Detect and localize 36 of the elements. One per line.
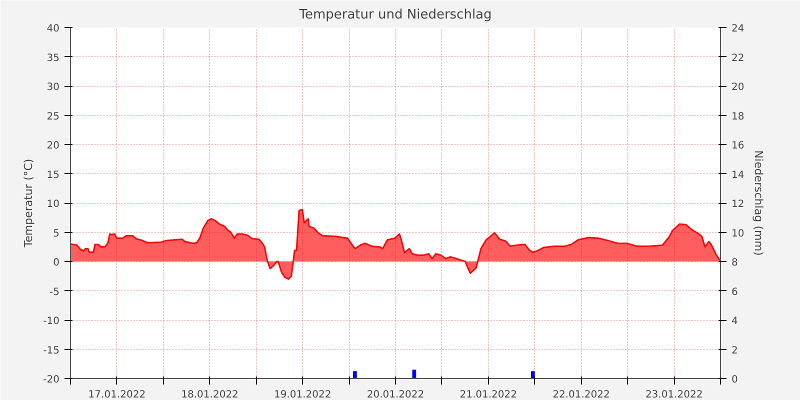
y-tick-label: 10 — [46, 199, 60, 210]
x-tick-label: 23.01.2022 — [645, 390, 703, 400]
y2-tick-label: 4 — [732, 316, 738, 327]
y2-tick-label: 22 — [732, 52, 744, 64]
y-tick-label: 35 — [46, 52, 60, 64]
y2-tick-label: 16 — [732, 140, 744, 152]
y-tick-label: -15 — [43, 345, 60, 356]
y-tick-label: -5 — [50, 286, 60, 298]
y2-tick-label: 10 — [732, 228, 744, 240]
x-tick-label: 21.01.2022 — [460, 390, 517, 400]
chart-title: Temperatur und Niederschlag — [298, 8, 492, 22]
y2-tick-label: 6 — [732, 286, 738, 298]
y-tick-label: 30 — [46, 82, 60, 93]
y-tick-label: 15 — [46, 170, 60, 181]
y-tick-label: 5 — [53, 228, 60, 240]
y2-tick-label: 12 — [732, 199, 744, 210]
y2-axis-title: Niederschlag (mm) — [752, 150, 766, 256]
y2-tick-label: 2 — [732, 345, 738, 356]
y-tick-label: 25 — [46, 111, 60, 122]
y2-tick-label: 0 — [732, 374, 738, 386]
x-tick-label: 17.01.2022 — [88, 390, 146, 400]
x-tick-label: 22.01.2022 — [552, 390, 610, 400]
y-tick-label: -10 — [43, 316, 60, 327]
x-tick-label: 20.01.2022 — [366, 390, 424, 400]
y2-tick-label: 14 — [732, 170, 744, 181]
y2-tick-label: 8 — [732, 258, 738, 268]
y2-tick-label: 24 — [732, 24, 744, 34]
y2-tick-label: 18 — [732, 111, 744, 122]
y-tick-label: 40 — [46, 24, 60, 34]
y-tick-label: 0 — [53, 258, 60, 268]
y-tick-label: 20 — [46, 140, 60, 152]
x-tick-label: 18.01.2022 — [181, 390, 238, 400]
y-axis-title: Temperatur (°C) — [22, 158, 36, 248]
y-tick-label: -20 — [43, 374, 60, 386]
x-tick-label: 19.01.2022 — [274, 390, 332, 400]
y2-tick-label: 20 — [732, 82, 744, 93]
